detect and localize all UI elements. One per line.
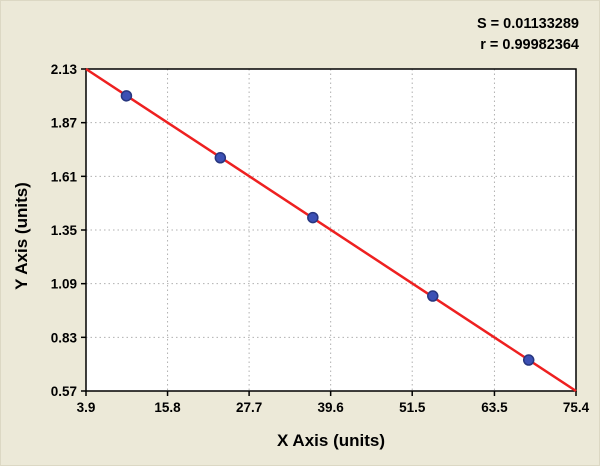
y-tick-label: 1.87 [51,116,77,131]
x-tick-label: 39.6 [318,400,345,415]
x-tick-label: 75.4 [563,400,590,415]
axis-ticks [81,68,577,396]
data-point [214,152,227,164]
y-tick-label: 1.09 [51,277,77,292]
y-tick-label: 1.35 [51,223,78,238]
x-tick-label: 51.5 [399,400,426,415]
x-tick-label: 15.8 [154,400,181,415]
x-tick-label: 27.7 [236,400,262,415]
data-point [120,90,133,102]
tick-labels: 3.9 15.8 27.7 39.6 51.5 63.5 75.4 0.57 0.83 1.09 1… [51,62,590,415]
y-tick-label: 1.61 [51,169,78,184]
data-point [307,211,319,224]
x-axis-title: X Axis (units) [277,431,385,450]
y-tick-label: 0.57 [51,384,77,399]
stat-s-value: S = 0.01133289 [477,16,579,32]
data-point [427,290,439,302]
y-tick-label: 2.13 [51,62,78,77]
y-tick-label: 0.83 [51,330,78,345]
x-tick-label: 63.5 [481,400,508,415]
plot-border [85,68,577,392]
x-tick-label: 3.9 [77,400,96,415]
data-point [522,354,535,366]
stat-r-value: r = 0.99982364 [480,37,579,53]
series-layer [85,67,577,393]
fit-line [85,67,577,393]
y-axis-title: Y Axis (units) [12,182,31,290]
